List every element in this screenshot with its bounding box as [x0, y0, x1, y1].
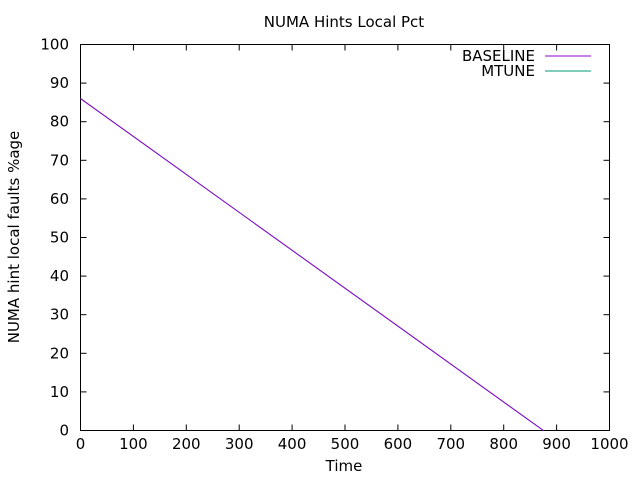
y-axis-label: NUMA hint local faults %age: [5, 131, 23, 344]
x-tick-label: 200: [172, 435, 201, 453]
y-tick-label: 70: [50, 151, 69, 169]
x-axis: 0 100 200 300 400 500 600 700 800 900 1000: [76, 44, 629, 453]
x-tick-label: 100: [119, 435, 148, 453]
legend-label-mtune: MTUNE: [481, 62, 535, 80]
series-line-baseline: [80, 98, 544, 431]
x-tick-label: 300: [225, 435, 254, 453]
x-tick-label: 700: [436, 435, 465, 453]
x-tick-label: 500: [331, 435, 360, 453]
y-axis: 0 10 20 30 40 50 60 70 80 90 100: [40, 36, 610, 440]
plot-frame: [80, 44, 610, 431]
legend-label-baseline: BASELINE: [462, 47, 535, 65]
x-tick-label: 1000: [590, 435, 628, 453]
x-tick-label: 800: [489, 435, 518, 453]
x-tick-label: 600: [384, 435, 413, 453]
series-lines: [80, 98, 544, 431]
y-tick-label: 100: [40, 36, 69, 54]
y-tick-label: 10: [50, 383, 69, 401]
chart-title: NUMA Hints Local Pct: [264, 13, 425, 31]
y-tick-label: 40: [50, 267, 69, 285]
y-tick-label: 30: [50, 306, 69, 324]
x-axis-label: Time: [325, 457, 363, 475]
y-tick-label: 20: [50, 344, 69, 362]
x-tick-label: 0: [76, 435, 86, 453]
y-tick-label: 60: [50, 190, 69, 208]
y-tick-label: 80: [50, 113, 69, 131]
x-tick-label: 900: [542, 435, 571, 453]
y-tick-label: 90: [50, 74, 69, 92]
x-tick-label: 400: [278, 435, 307, 453]
y-tick-label: 0: [59, 422, 69, 440]
y-tick-label: 50: [50, 229, 69, 247]
